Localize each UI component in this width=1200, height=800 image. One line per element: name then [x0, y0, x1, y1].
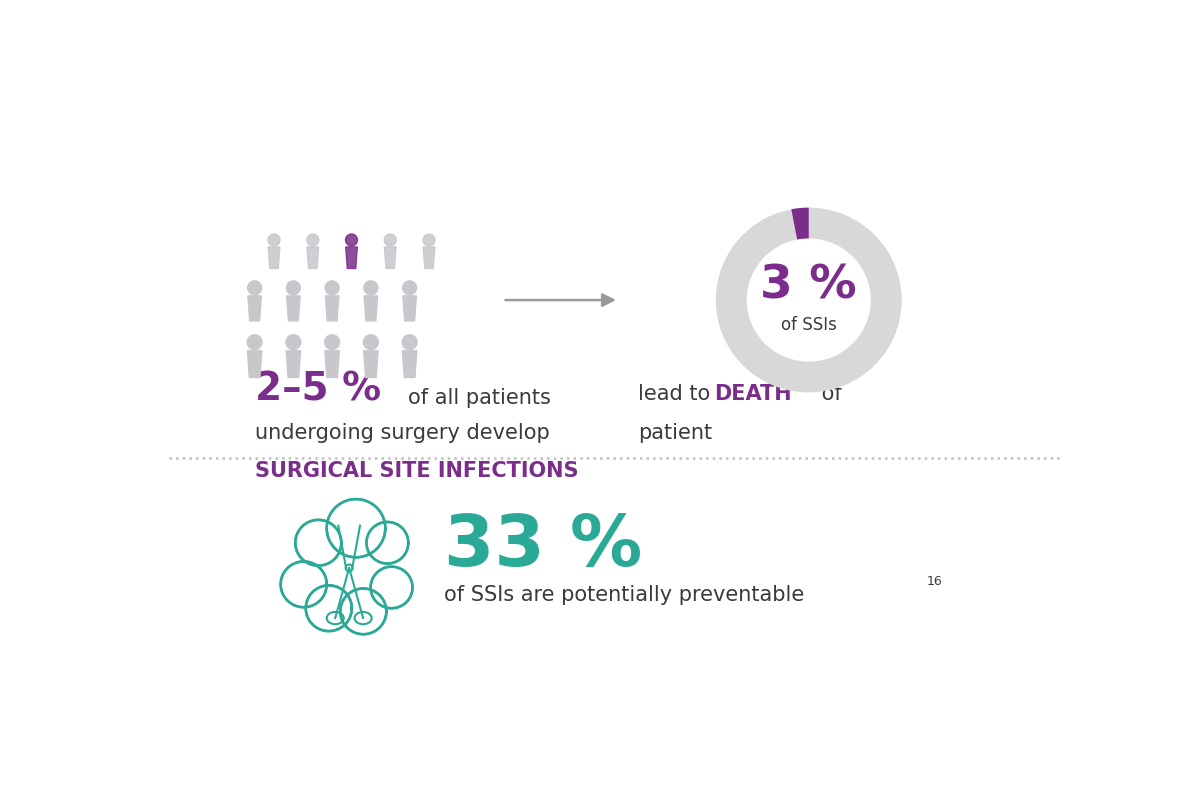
Wedge shape — [715, 208, 901, 393]
Circle shape — [247, 281, 262, 294]
Polygon shape — [248, 296, 262, 321]
Polygon shape — [325, 296, 338, 321]
Polygon shape — [286, 350, 300, 378]
Polygon shape — [402, 350, 416, 378]
Circle shape — [422, 234, 436, 246]
Text: SURGICAL SITE INFECTIONS: SURGICAL SITE INFECTIONS — [254, 461, 578, 481]
Circle shape — [325, 334, 340, 350]
Polygon shape — [287, 296, 300, 321]
Circle shape — [247, 334, 262, 350]
Polygon shape — [384, 247, 396, 269]
Text: 3 %: 3 % — [761, 264, 857, 309]
Circle shape — [346, 234, 358, 246]
Circle shape — [325, 281, 340, 294]
Polygon shape — [341, 589, 386, 634]
Text: patient: patient — [638, 422, 713, 442]
Circle shape — [403, 281, 416, 294]
Polygon shape — [325, 350, 340, 378]
Polygon shape — [403, 296, 416, 321]
Polygon shape — [268, 247, 280, 269]
Circle shape — [287, 281, 300, 294]
Text: of: of — [815, 384, 841, 404]
Circle shape — [364, 281, 378, 294]
Polygon shape — [366, 522, 408, 563]
Circle shape — [384, 234, 396, 246]
Text: lead to: lead to — [638, 384, 718, 404]
Circle shape — [286, 334, 301, 350]
Polygon shape — [326, 499, 385, 558]
Polygon shape — [306, 586, 352, 631]
Circle shape — [364, 334, 378, 350]
Text: of SSIs: of SSIs — [781, 316, 836, 334]
Circle shape — [268, 234, 280, 246]
Circle shape — [307, 234, 319, 246]
Wedge shape — [791, 208, 809, 239]
Circle shape — [402, 334, 418, 350]
Text: 33 %: 33 % — [444, 512, 643, 581]
Text: 16: 16 — [926, 574, 942, 587]
Text: DEATH: DEATH — [714, 384, 792, 404]
Text: of SSIs are potentially preventable: of SSIs are potentially preventable — [444, 585, 805, 605]
Polygon shape — [295, 520, 341, 566]
Polygon shape — [364, 350, 378, 378]
Text: of all patients: of all patients — [408, 388, 551, 408]
Polygon shape — [371, 566, 413, 608]
Text: undergoing surgery develop: undergoing surgery develop — [254, 422, 550, 442]
Polygon shape — [281, 562, 326, 607]
Polygon shape — [364, 296, 378, 321]
Polygon shape — [307, 247, 318, 269]
Polygon shape — [346, 247, 358, 269]
Polygon shape — [247, 350, 262, 378]
Text: 2–5 %: 2–5 % — [254, 370, 380, 408]
Polygon shape — [424, 247, 434, 269]
